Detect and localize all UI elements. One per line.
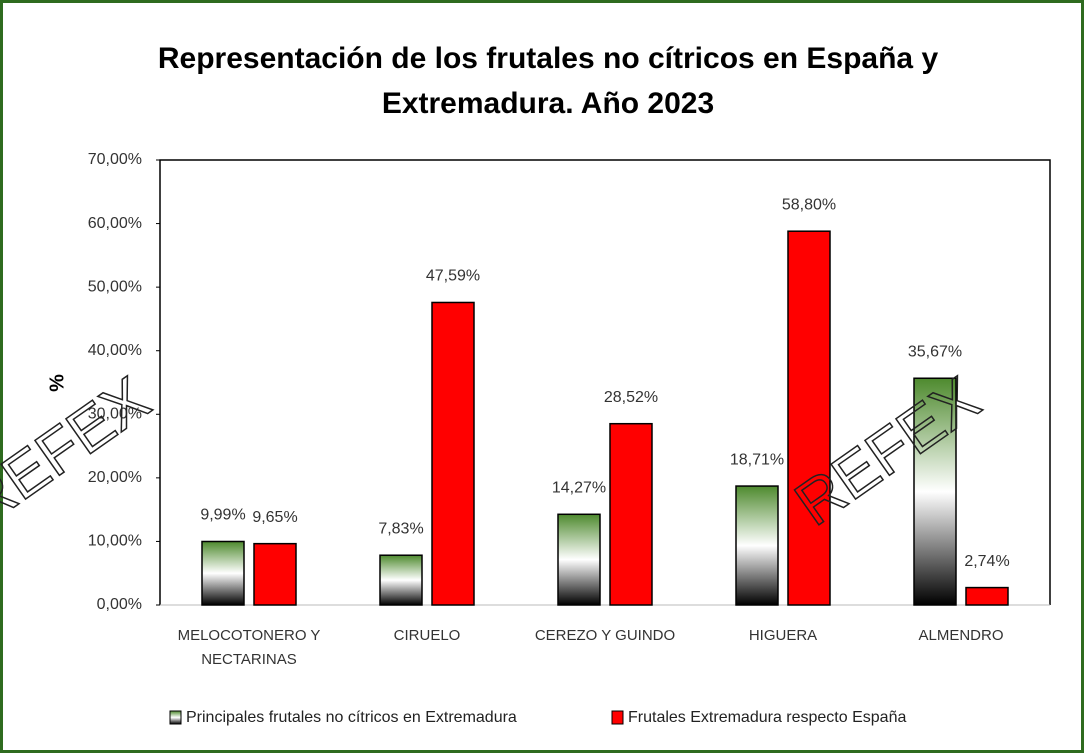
data-label: 28,52% [604,389,658,406]
bar [253,542,297,606]
y-tick-label: 30,00% [88,406,142,423]
x-tick-label: CEREZO Y GUINDO [534,627,676,644]
bar [379,554,423,606]
bar [913,377,957,606]
legend-label: Principales frutales no cítricos en Extr… [186,709,517,726]
bar [787,230,831,606]
x-tick-label: ALMENDRO [918,627,1004,644]
y-tick-label: 60,00% [88,215,142,232]
bar [735,485,779,606]
y-tick-label: 0,00% [97,596,142,613]
chart-title: Representación de los frutales no cítric… [158,42,939,75]
y-tick-label: 10,00% [88,533,142,550]
data-label: 35,67% [908,343,962,360]
bar [201,540,245,606]
legend-label: Frutales Extremadura respecto España [628,709,906,726]
data-label: 14,27% [552,480,606,497]
y-tick-label: 40,00% [88,342,142,359]
y-tick-label: 50,00% [88,278,142,295]
bar [431,301,475,606]
bar [609,422,653,606]
data-label: 2,74% [964,553,1009,570]
bar [557,513,601,606]
data-label: 9,99% [200,507,245,524]
y-tick-label: 20,00% [88,469,142,486]
legend-swatch [169,710,182,725]
x-tick-label: HIGUERA [748,627,818,644]
y-tick-label: 70,00% [88,151,142,168]
legend-swatch [611,710,624,725]
data-label: 47,59% [426,268,480,285]
x-tick-label: MELOCOTONERO Y NECTARINAS [177,627,321,668]
data-label: 58,80% [782,196,836,213]
data-label: 9,65% [252,509,297,526]
data-label: 18,71% [730,451,784,468]
chart-title: Extremadura. Año 2023 [382,87,714,120]
x-tick-label: CIRUELO [393,627,461,644]
y-axis-label: % [46,374,68,392]
data-label: 7,83% [378,520,423,537]
plot-border [159,159,1051,605]
bar [965,586,1009,606]
